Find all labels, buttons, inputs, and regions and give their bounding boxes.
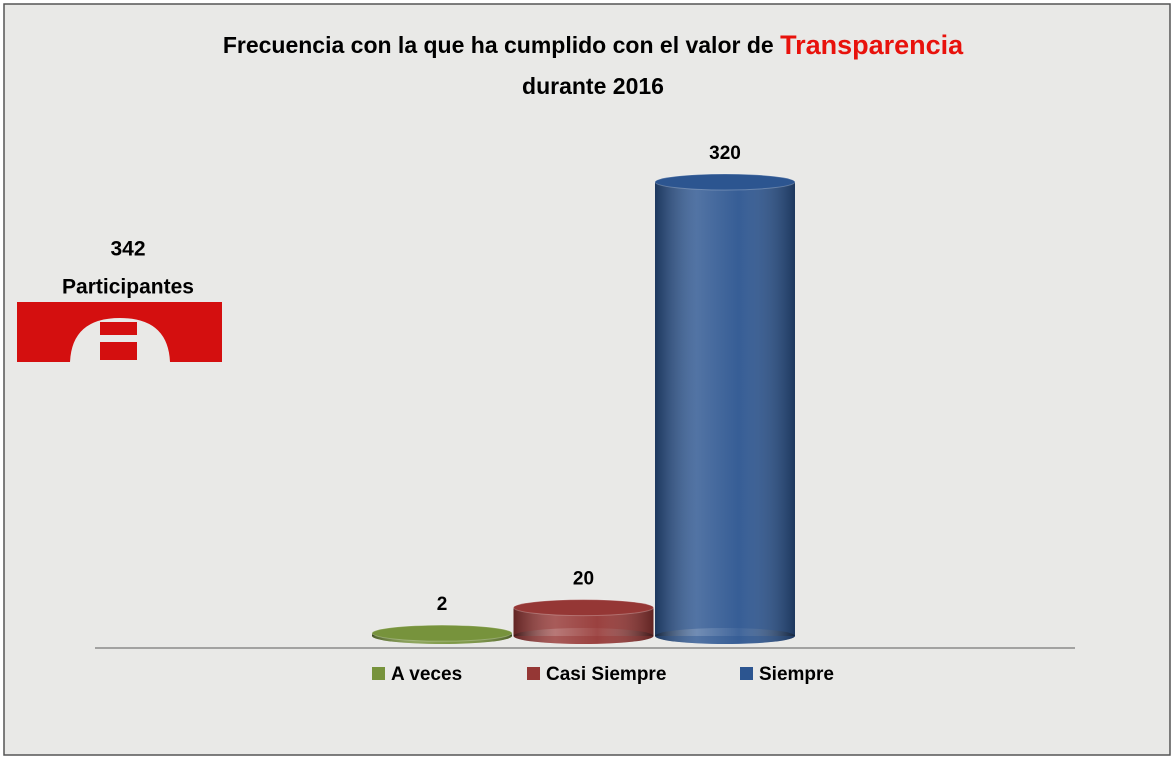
- chart-subtitle: durante 2016: [522, 73, 664, 99]
- logo: [17, 302, 222, 362]
- bar-bottom-shade: [513, 628, 654, 644]
- bar-bottom-shade: [655, 628, 795, 644]
- legend-label: A veces: [391, 664, 462, 685]
- bar: [654, 173, 796, 644]
- chart-title: Frecuencia con la que ha cumplido con el…: [223, 30, 964, 60]
- bar-top: [371, 624, 513, 642]
- annotation: 342: [110, 238, 145, 261]
- bar-top: [513, 599, 654, 617]
- bar-top: [654, 173, 796, 191]
- data-label: 20: [573, 569, 594, 590]
- bar: [371, 624, 513, 644]
- bar: [513, 599, 654, 644]
- legend-swatch: [740, 667, 753, 680]
- annotation: Participantes: [62, 276, 194, 299]
- legend-label: Casi Siempre: [546, 664, 666, 685]
- legend-swatch: [372, 667, 385, 680]
- data-label: 2: [437, 594, 448, 615]
- bar-shade: [655, 182, 795, 636]
- legend-swatch: [527, 667, 540, 680]
- data-label: 320: [709, 143, 741, 164]
- legend-label: Siempre: [759, 664, 834, 685]
